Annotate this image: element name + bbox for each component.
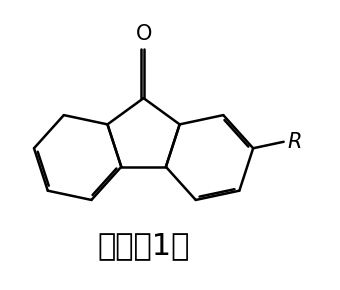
- Text: R: R: [287, 132, 302, 152]
- Text: 通式（1）: 通式（1）: [97, 231, 190, 260]
- Text: O: O: [135, 24, 152, 44]
